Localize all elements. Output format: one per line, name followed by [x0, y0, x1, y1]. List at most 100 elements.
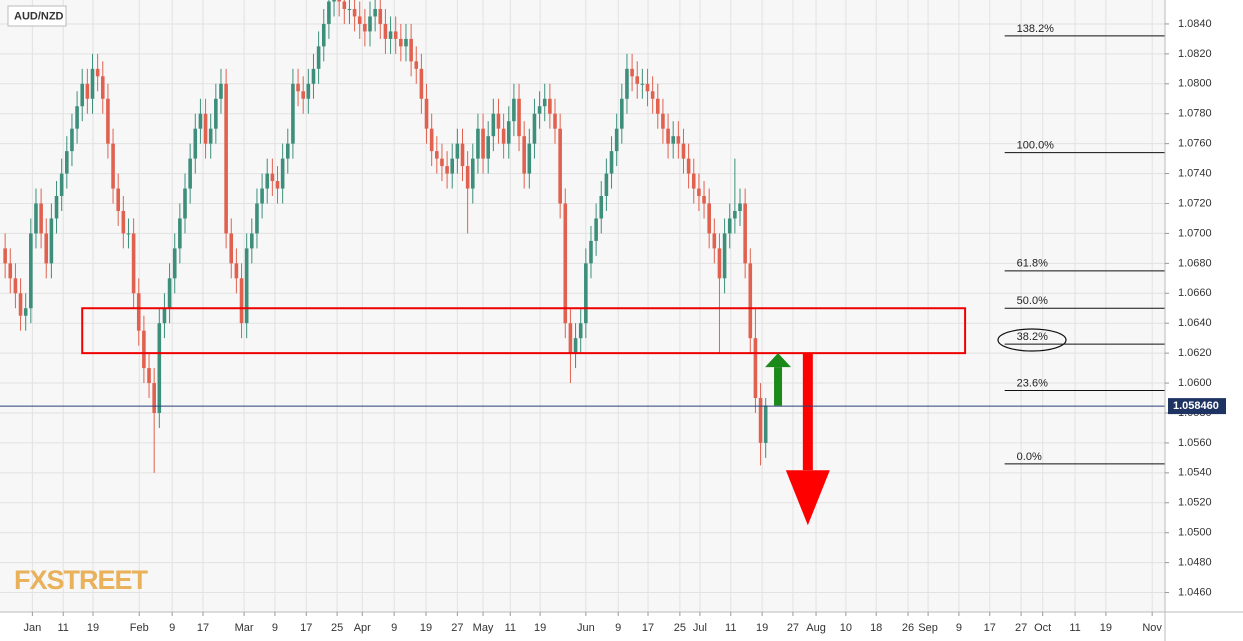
last-price-box — [1168, 398, 1226, 415]
x-tick-label: Oct — [1034, 622, 1051, 634]
candle-body — [80, 83, 85, 107]
x-tick-label: Nov — [1142, 622, 1162, 634]
candle-body — [532, 113, 537, 144]
candle-body — [13, 278, 18, 294]
x-tick-label: 19 — [756, 622, 768, 634]
y-tick-label: 1.0840 — [1178, 18, 1212, 30]
candle-body — [393, 31, 398, 39]
y-tick-label: 1.0700 — [1178, 227, 1212, 239]
x-tick-label: 11 — [57, 622, 68, 634]
candle-body — [363, 23, 367, 32]
x-tick-label: Aug — [806, 622, 826, 634]
candle-body — [512, 98, 516, 122]
candle-body — [178, 218, 182, 249]
fib-label: 138.2% — [1017, 23, 1055, 35]
candle-body — [548, 98, 552, 114]
candle-body — [157, 323, 162, 413]
fib-label: 61.8% — [1017, 258, 1048, 270]
y-tick-label: 1.0800 — [1178, 78, 1212, 90]
candle-body — [90, 68, 95, 99]
candle-body — [280, 158, 285, 189]
candle-body — [357, 16, 362, 24]
candle-body — [208, 128, 213, 144]
fib-label: 38.2% — [1017, 331, 1048, 343]
candle-body — [717, 248, 722, 279]
chart-title: AUD/NZD — [14, 10, 64, 22]
candle-body — [404, 38, 408, 47]
y-tick-label: 1.0740 — [1178, 167, 1212, 179]
arrow-shaft — [802, 353, 813, 471]
logo: FXSTREET — [14, 565, 149, 595]
marks — [0, 0, 1165, 526]
candle-body — [75, 106, 79, 129]
candle-body — [676, 136, 681, 144]
y-tick-label: 1.0520 — [1178, 497, 1212, 509]
candle-body — [183, 188, 187, 219]
candle-body — [121, 210, 126, 234]
x-tick-label: 11 — [725, 622, 736, 634]
x-tick-label: 18 — [870, 622, 882, 634]
candle-body — [239, 278, 244, 324]
candle-body — [527, 143, 532, 174]
x-tick-label: 25 — [331, 622, 343, 634]
candle-body — [589, 240, 593, 264]
y-tick-label: 1.0460 — [1178, 586, 1212, 598]
candle-body — [630, 68, 634, 77]
candle-body — [450, 158, 455, 174]
x-tick-label: 27 — [1015, 622, 1027, 634]
arrow-head — [765, 353, 792, 368]
candle-body — [296, 83, 300, 92]
candle-body — [311, 68, 316, 84]
candle-body — [383, 23, 388, 39]
x-tick-label: Mar — [235, 622, 254, 634]
candle-body — [655, 98, 660, 114]
candle-body — [270, 173, 275, 182]
candle-body — [486, 136, 490, 159]
arrow-head — [785, 470, 830, 526]
candle-body — [162, 308, 167, 324]
candle-body — [414, 61, 419, 69]
candle-body — [537, 106, 542, 114]
candle-body — [501, 128, 506, 144]
candle-body — [291, 83, 295, 144]
candle-body — [625, 68, 629, 99]
x-tick-label: 19 — [534, 622, 546, 634]
y-tick-label: 1.0560 — [1178, 437, 1212, 449]
x-tick-label: 9 — [169, 622, 175, 634]
y-tick-label: 1.0720 — [1178, 197, 1212, 209]
x-tick-label: 19 — [420, 622, 432, 634]
candle-body — [59, 173, 64, 197]
candle-body — [440, 158, 444, 167]
plot-background — [0, 0, 1165, 612]
candle-body — [106, 98, 110, 144]
y-tick-label: 1.0660 — [1178, 287, 1212, 299]
y-tick-label: 1.0500 — [1178, 527, 1212, 539]
x-tick-label: 9 — [391, 622, 397, 634]
candle-body — [275, 181, 280, 189]
candle-body — [85, 83, 90, 99]
candle-body — [563, 203, 568, 324]
candle-body — [224, 83, 228, 234]
candle-body — [95, 68, 100, 77]
candle-body — [491, 113, 496, 137]
candle-body — [111, 143, 115, 189]
candle-body — [321, 23, 326, 47]
candle-body — [260, 188, 264, 204]
x-tick-label: 27 — [451, 622, 463, 634]
support-zone — [81, 307, 967, 355]
candle-body — [23, 308, 28, 316]
title-box — [7, 5, 67, 27]
candle-body — [650, 91, 655, 99]
x-tick-label: 25 — [674, 622, 686, 634]
candle-body — [44, 233, 49, 264]
candle-body — [748, 263, 753, 339]
candle-body — [388, 31, 393, 39]
candle-body — [553, 113, 557, 129]
candle-body — [738, 203, 742, 211]
candle-body — [198, 113, 203, 129]
y-tick-label: 1.0760 — [1178, 138, 1212, 150]
y-tick-label: 1.0620 — [1178, 347, 1212, 359]
candle-body — [327, 1, 331, 24]
